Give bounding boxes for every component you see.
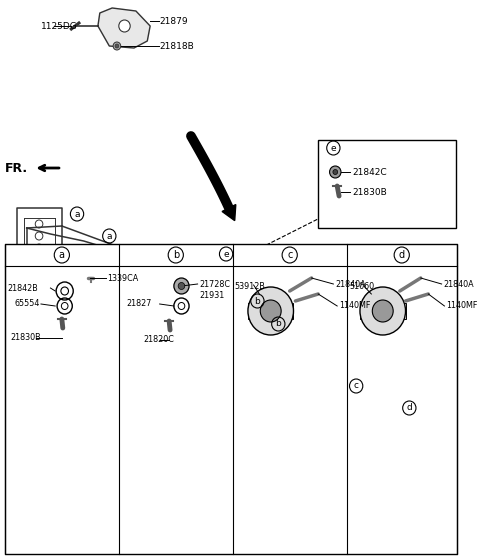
Circle shape: [333, 170, 337, 175]
Text: b: b: [173, 250, 179, 260]
Text: b: b: [276, 320, 281, 329]
Circle shape: [360, 287, 406, 335]
Bar: [284, 303, 293, 319]
Text: 1125DG: 1125DG: [41, 22, 78, 31]
Text: FR.: FR.: [4, 161, 28, 175]
Text: 21830B: 21830B: [352, 187, 387, 196]
Text: 21842C: 21842C: [352, 167, 387, 176]
Circle shape: [174, 278, 189, 294]
Text: c: c: [287, 250, 292, 260]
Text: 21931: 21931: [200, 290, 225, 300]
Text: d: d: [407, 404, 412, 413]
Bar: [5, 244, 457, 554]
Text: e: e: [331, 143, 336, 152]
Text: e: e: [223, 250, 229, 259]
Text: 21840A: 21840A: [444, 280, 474, 289]
Text: a: a: [107, 231, 112, 241]
Text: 21840A: 21840A: [335, 280, 366, 289]
Circle shape: [330, 166, 341, 178]
Bar: [318, 140, 456, 228]
Circle shape: [260, 300, 281, 322]
Polygon shape: [98, 8, 150, 48]
Text: 1140MF: 1140MF: [339, 301, 371, 310]
Text: c: c: [354, 381, 359, 390]
Polygon shape: [222, 205, 236, 221]
Circle shape: [372, 300, 393, 322]
Circle shape: [119, 20, 130, 32]
Text: 21830B: 21830B: [11, 334, 41, 342]
Text: 21818B: 21818B: [160, 42, 194, 51]
Text: 65554: 65554: [14, 300, 40, 309]
Text: 21827: 21827: [126, 300, 152, 309]
Text: 21842B: 21842B: [8, 284, 38, 292]
Text: 1339CA: 1339CA: [108, 274, 139, 282]
Text: d: d: [399, 250, 405, 260]
Circle shape: [113, 42, 120, 50]
Circle shape: [115, 44, 119, 48]
Circle shape: [178, 282, 185, 290]
Text: 53912B: 53912B: [235, 281, 265, 290]
Text: a: a: [59, 250, 65, 260]
Circle shape: [248, 287, 293, 335]
Text: 21879: 21879: [160, 17, 188, 26]
Text: 21820C: 21820C: [144, 335, 174, 345]
Text: a: a: [74, 210, 80, 219]
Bar: [396, 303, 406, 319]
Text: 51060: 51060: [349, 281, 375, 290]
Text: b: b: [254, 296, 260, 305]
Bar: [248, 303, 257, 319]
Bar: [360, 303, 370, 319]
Text: 1140MF: 1140MF: [446, 301, 478, 310]
Text: 21728C: 21728C: [200, 280, 230, 289]
